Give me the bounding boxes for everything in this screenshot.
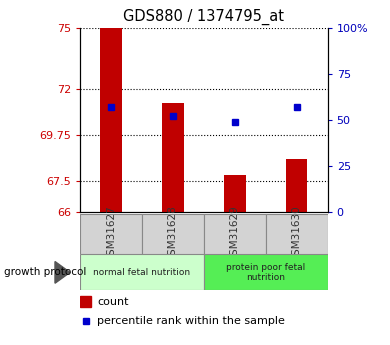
Bar <box>162 104 184 212</box>
Bar <box>80 296 91 307</box>
Text: percentile rank within the sample: percentile rank within the sample <box>97 316 285 326</box>
Text: GSM31629: GSM31629 <box>230 205 240 262</box>
Bar <box>204 214 266 254</box>
Bar <box>224 175 246 212</box>
Bar <box>80 214 142 254</box>
Bar <box>142 214 204 254</box>
Bar <box>100 28 122 212</box>
Bar <box>204 254 328 290</box>
Text: protein poor fetal
nutrition: protein poor fetal nutrition <box>226 263 305 282</box>
Text: GSM31627: GSM31627 <box>106 205 116 262</box>
Title: GDS880 / 1374795_at: GDS880 / 1374795_at <box>123 9 284 25</box>
Bar <box>266 214 328 254</box>
Bar <box>286 159 307 212</box>
Text: count: count <box>97 297 129 307</box>
Text: normal fetal nutrition: normal fetal nutrition <box>93 268 190 277</box>
Bar <box>80 254 204 290</box>
Text: growth protocol: growth protocol <box>4 267 86 277</box>
Text: GSM31628: GSM31628 <box>168 205 178 262</box>
Polygon shape <box>55 262 70 283</box>
Text: GSM31630: GSM31630 <box>292 205 301 262</box>
